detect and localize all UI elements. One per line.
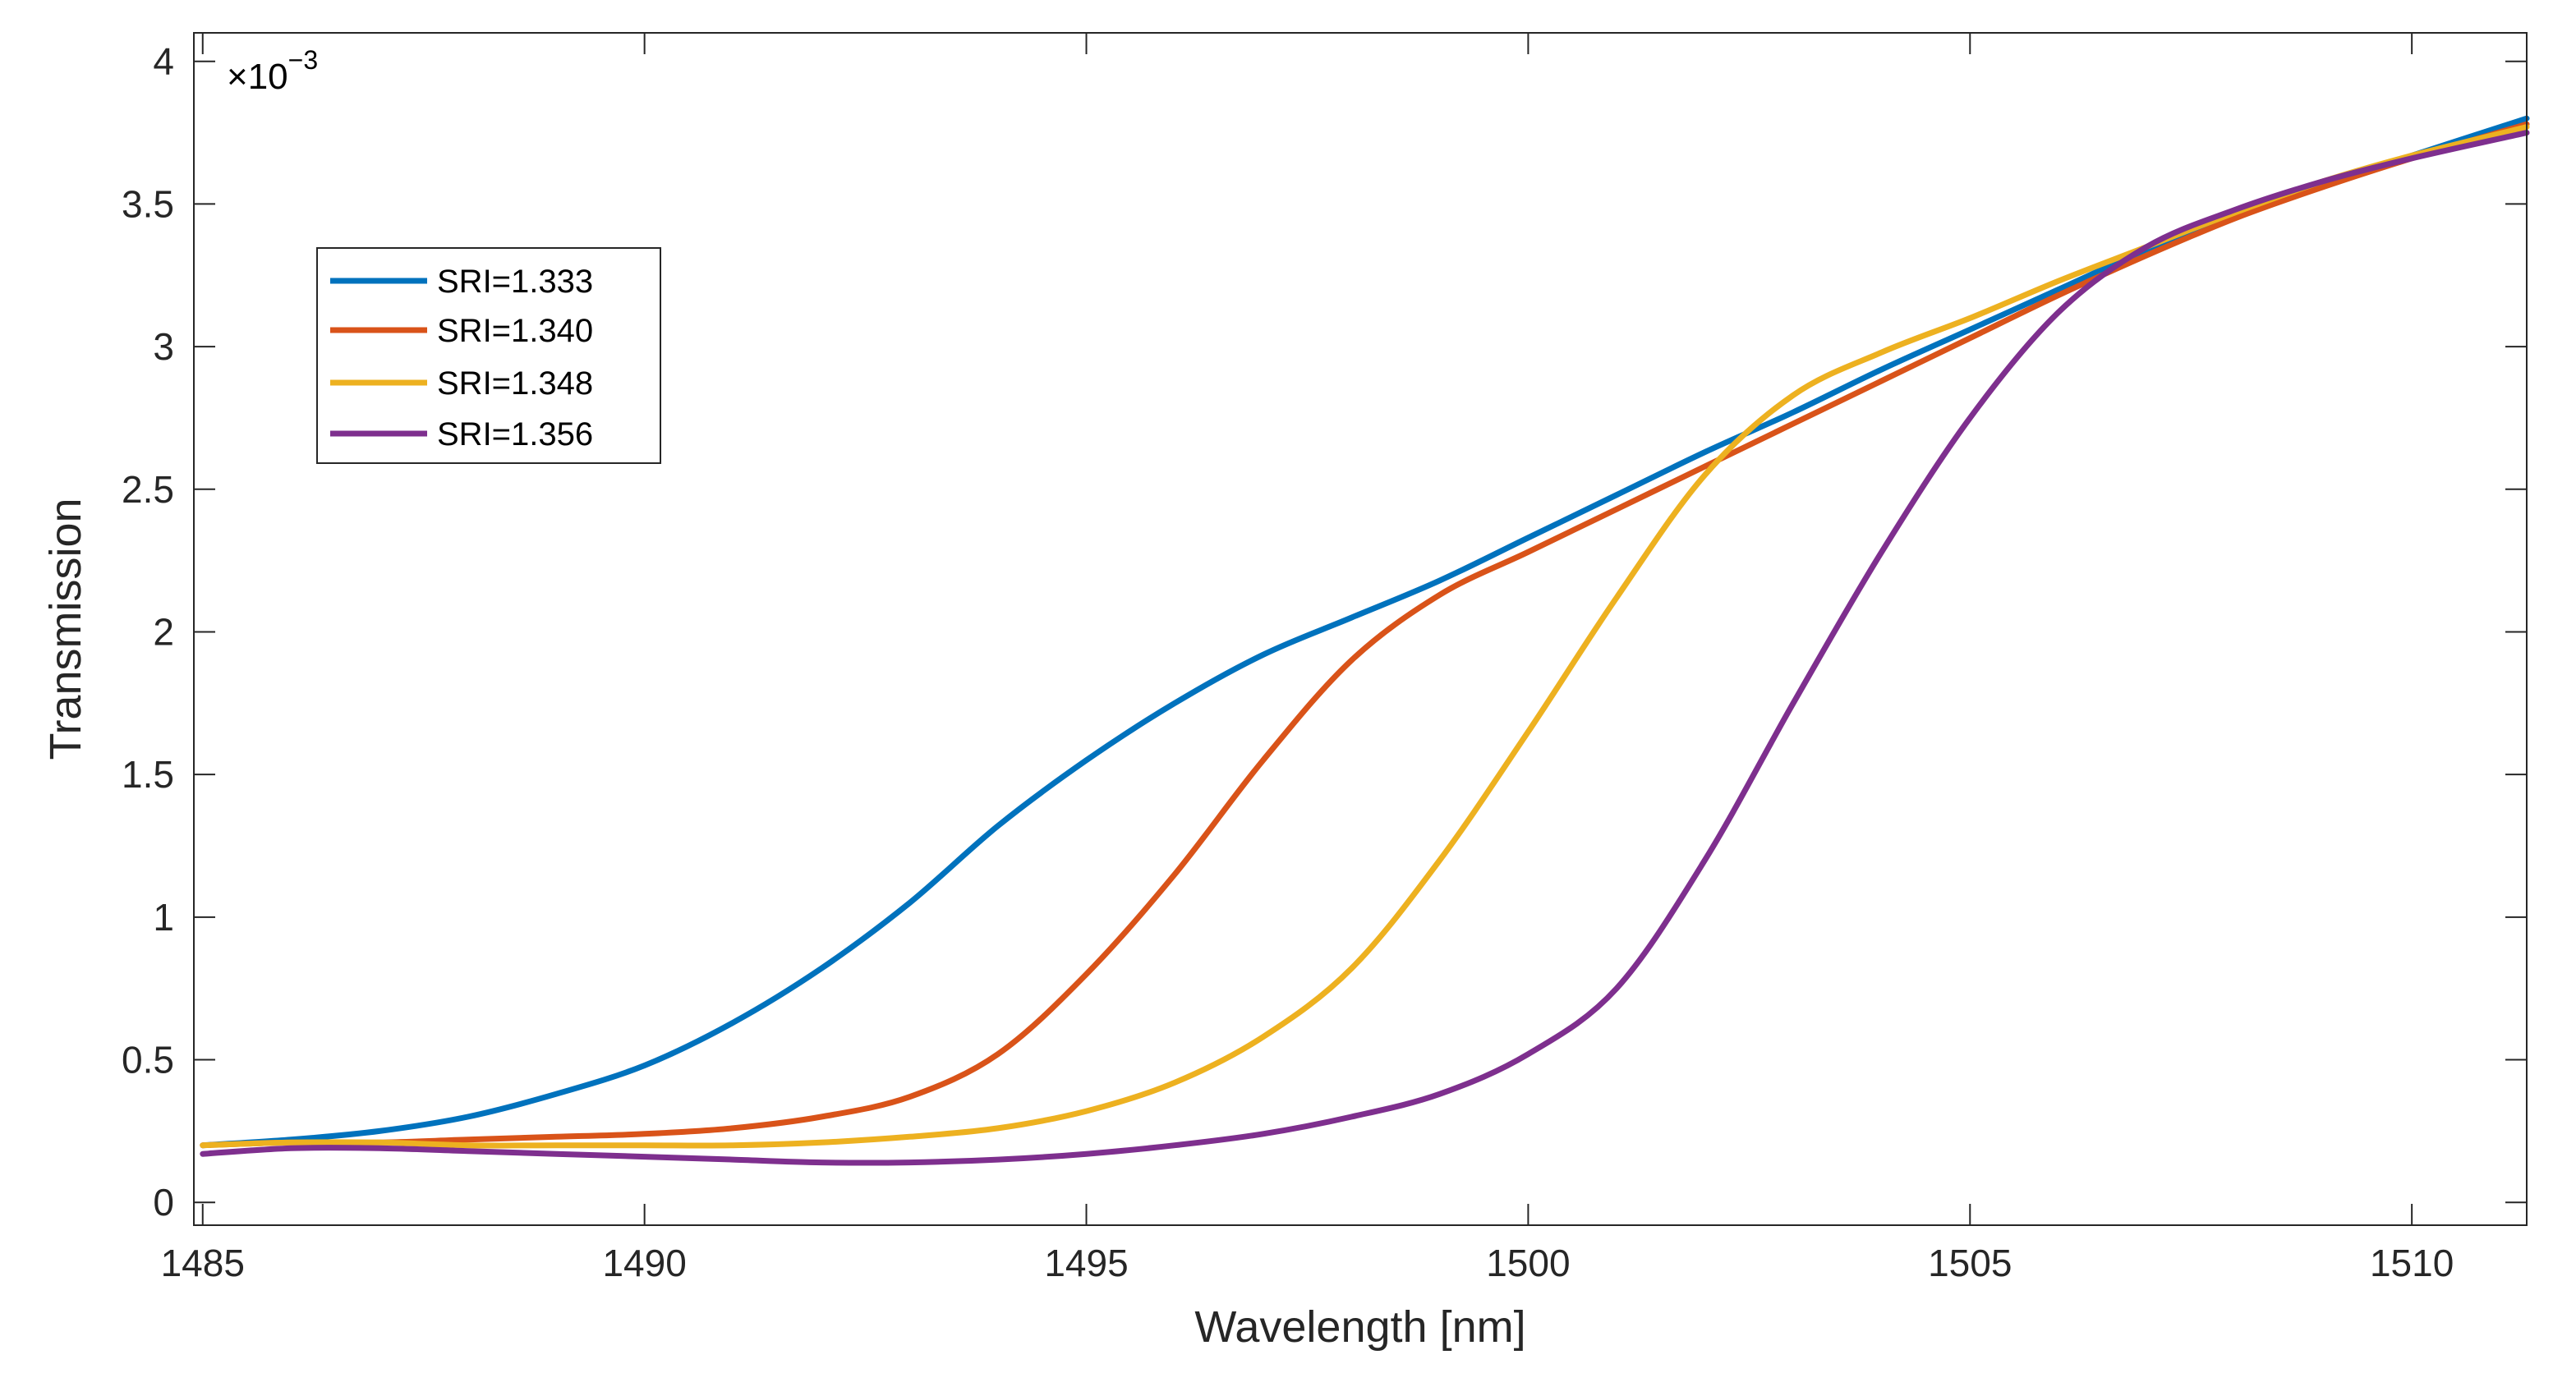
x-tick-label-1500: 1500 <box>1486 1242 1570 1284</box>
y-tick-label-4: 4 <box>153 40 174 83</box>
legend-entry-2: SRI=1.340 <box>437 313 593 349</box>
legend: SRI=1.333 SRI=1.340 SRI=1.348 SRI=1.356 <box>316 247 661 464</box>
y-tick-label-3: 3 <box>153 325 174 368</box>
axes-box <box>193 32 2528 1226</box>
legend-entry-3: SRI=1.348 <box>437 365 593 402</box>
y-tick-label-3.5: 3.5 <box>122 182 174 225</box>
y-tick-label-2.5: 2.5 <box>122 468 174 511</box>
x-tick-label-1505: 1505 <box>1928 1242 2012 1284</box>
series-layer <box>200 115 2530 1166</box>
y-tick-label-1.5: 1.5 <box>122 753 174 796</box>
ticks-layer: 1485 1490 1495 1500 1505 1510 0 0.5 1 1.5 2 2.5 3 3.5… <box>122 33 2527 1284</box>
series-line-4 <box>200 130 2530 1166</box>
plot-area <box>194 33 2527 1225</box>
y-axis-label: Transmission <box>41 498 90 760</box>
series-line-3 <box>200 124 2530 1149</box>
x-tick-label-1510: 1510 <box>2370 1242 2454 1284</box>
y-tick-label-1: 1 <box>153 896 174 939</box>
x-tick-label-1490: 1490 <box>602 1242 686 1284</box>
x-tick-label-1495: 1495 <box>1044 1242 1128 1284</box>
y-tick-label-2: 2 <box>153 610 174 653</box>
y-exponent-base: ×10 <box>227 57 288 97</box>
y-exponent-power: −3 <box>288 45 318 75</box>
y-tick-label-0: 0 <box>153 1181 174 1224</box>
x-tick-label-1485: 1485 <box>161 1242 245 1284</box>
y-exponent-label: ×10−3 <box>227 45 318 97</box>
legend-box <box>316 247 661 464</box>
series-line-2 <box>200 121 2530 1149</box>
legend-entry-1: SRI=1.333 <box>437 264 593 300</box>
x-axis-label: Wavelength [nm] <box>1194 1302 1525 1352</box>
y-tick-label-0.5: 0.5 <box>122 1039 174 1081</box>
legend-entry-4: SRI=1.356 <box>437 416 593 452</box>
